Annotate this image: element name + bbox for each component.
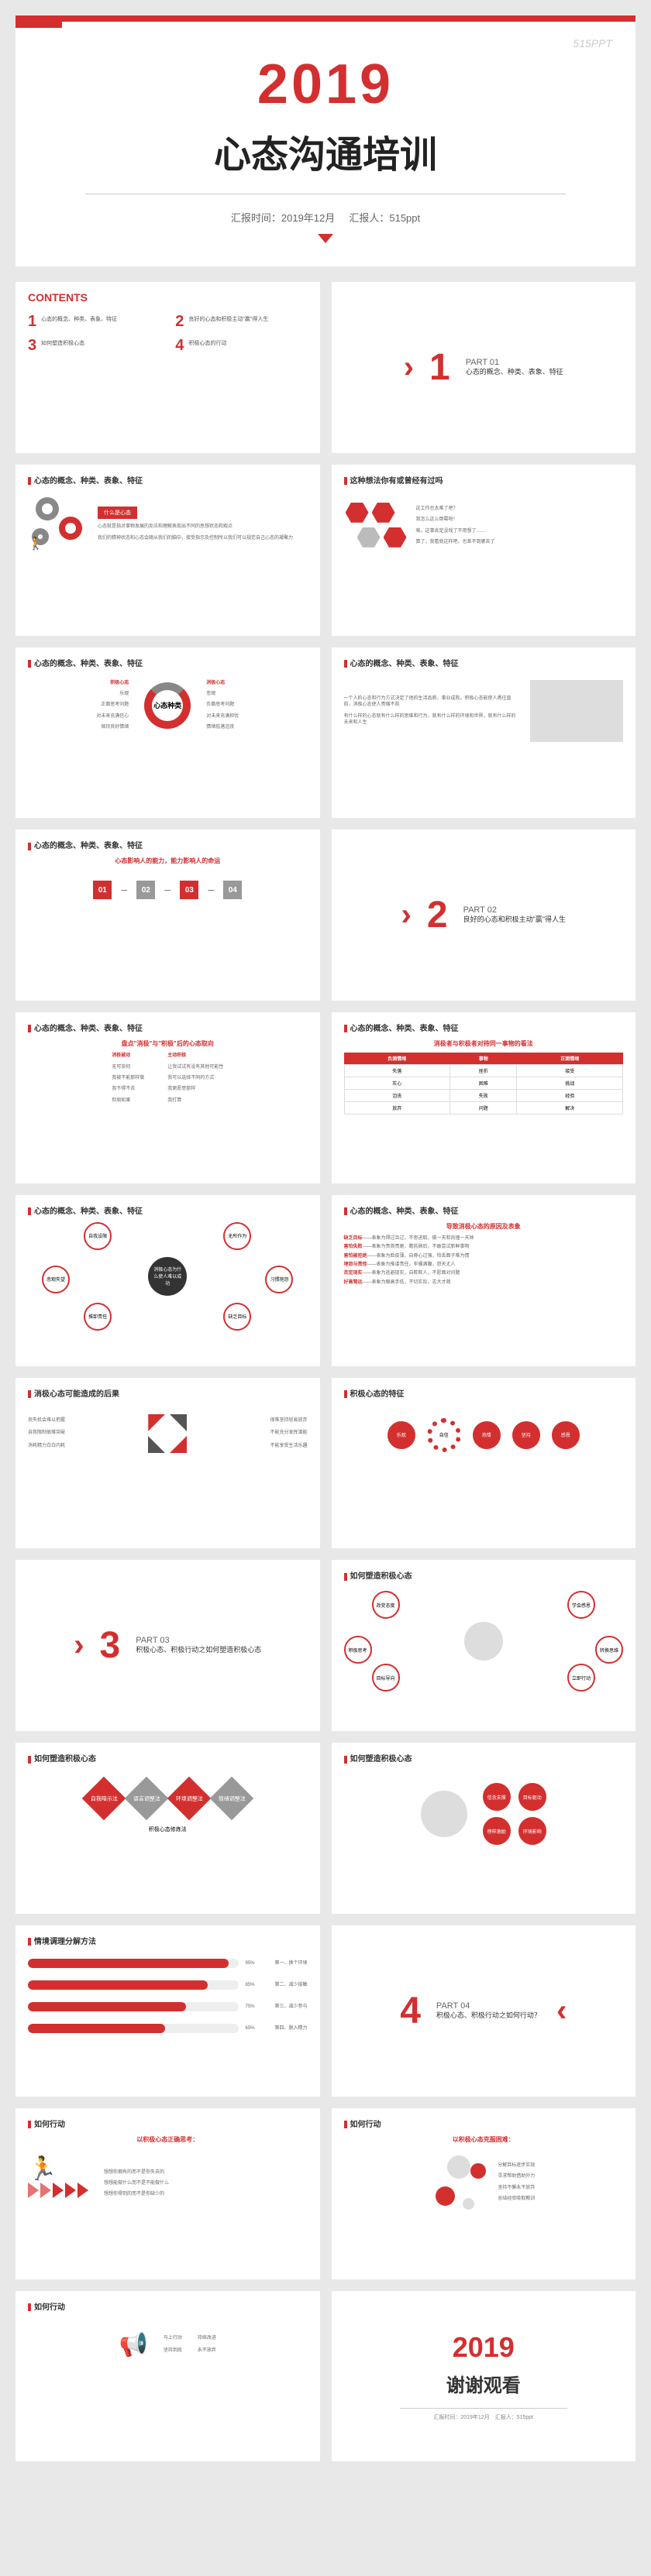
bubble-cluster — [432, 2155, 486, 2210]
slide-12: 心态的概念、种类、表象、特征 导致消极心态的原因及表象 缺乏目标——表象为得过且… — [332, 1195, 636, 1366]
part-02-slide: › 2 PART 02 良好的心态和积极主动"赢"得人生 — [332, 829, 636, 1001]
slide-3: 心态的概念、种类、表象、特征 🚶 什么是心态 心态就是指对事物发展的反应和理解表… — [16, 465, 320, 636]
hex-cluster — [344, 501, 408, 551]
part-04-slide: 4 PART 04 积极心态、积极行动之如何行动？ ‹ — [332, 1925, 636, 2097]
cover-meta: 汇报时间：2019年12月 汇报人：515ppt — [39, 210, 612, 225]
diamond-node: 环境调整法 — [167, 1777, 211, 1821]
chevron-icon: ‹ — [556, 1994, 567, 2028]
photo-circle — [421, 1791, 467, 1837]
thanks-slide: 2019 谢谢观看 汇报时间：2019年12月 汇报人：515ppt — [332, 2291, 636, 2462]
part-03-slide: › 3 PART 03 积极心态、积极行动之如何塑造积极心态 — [16, 1560, 320, 1731]
chevron-icon: › — [401, 898, 412, 933]
slide-4: 这种想法你有或曾经有过吗 这工作也太难了吧？ 我怎么这么倒霉呀！ 唉，这事肯定没… — [332, 465, 636, 636]
content-item-3: 3如何塑造积极心态 — [28, 337, 160, 355]
megaphone-icon: 📢 — [119, 2331, 148, 2358]
slide-21: 如何行动 以积极心态正确思考： 🏃 想想你拥有的而不是你失去的 想想能做什么而不… — [16, 2108, 320, 2279]
diamond-node: 语言调整法 — [124, 1777, 168, 1821]
radial-diagram: 改变态度 学会感恩 积极思考 转换思维 目标导向 立即行动 — [344, 1587, 624, 1695]
slide-18: 如何塑造积极心态 信念支撑 目标驱动 榜样激励 环境影响 — [332, 1743, 636, 1914]
arrow-chain — [28, 2183, 88, 2198]
runner-icon: 🏃 — [28, 2156, 57, 2182]
diamond-node: 自我暗示法 — [81, 1777, 126, 1821]
contents-heading: CONTENTS — [28, 291, 308, 304]
slide-13: 消极心态可能造成的后果 丧失机会难以把握 自我限制很难突破 消耗精力白白内耗 很… — [16, 1378, 320, 1549]
watermark: 515PPT — [573, 37, 612, 50]
badge: 什么是心态 — [98, 507, 137, 519]
triangle-icon — [318, 234, 333, 243]
content-item-1: 1心态的概念、种类、表象、特征 — [28, 313, 160, 331]
pinwheel-icon — [148, 1414, 187, 1453]
comparison-table: 负面情绪事物正面情绪 失落挫折接受 灰心困难挑战 沮丧失败经验 放弃问题解决 — [344, 1053, 624, 1115]
cover-title: 心态沟通培训 — [39, 124, 612, 178]
cover-slide: 515PPT 2019 心态沟通培训 汇报时间：2019年12月 汇报人：515… — [16, 15, 636, 266]
contents-slide: CONTENTS 1心态的概念、种类、表象、特征 2良好的心态和积极主动"赢"得… — [16, 282, 320, 453]
slide-19: 情境调理分解方法 95%第一、换个环境 85%第二、减少接触 75%第三、减少参… — [16, 1925, 320, 2097]
cover-year: 2019 — [39, 53, 612, 116]
diamond-node: 情绪调整法 — [209, 1777, 253, 1821]
slide-16: 如何塑造积极心态 改变态度 学会感恩 积极思考 转换思维 目标导向 立即行动 — [332, 1560, 636, 1731]
slide-17: 如何塑造积极心态 自我暗示法 语言调整法 环境调整法 情绪调整法 积极心态修炼法 — [16, 1743, 320, 1914]
photo-placeholder — [530, 680, 623, 742]
content-item-4: 4积极心态的行动 — [175, 337, 307, 355]
mindmap: 消极心态为什么使人难以成功 自我设限 无所作为 悲观失望 习惯抱怨 推卸责任 缺… — [28, 1222, 308, 1331]
slide-6: 心态的概念、种类、表象、特征 一个人的心态和行为方式决定了他的生活品质，事业成败… — [332, 647, 636, 819]
gear-outline-icon: 自信 — [427, 1418, 461, 1452]
content-item-2: 2良好的心态和积极主动"赢"得人生 — [175, 313, 307, 331]
chevron-icon: › — [74, 1628, 84, 1663]
person-icon: 🚶 — [28, 536, 43, 551]
slide-10: 心态的概念、种类、表象、特征 消极者与积极者对待同一事物的看法 负面情绪事物正面… — [332, 1012, 636, 1183]
slide-14: 积极心态的特征 乐观 自信 热情 坚持 感恩 — [332, 1378, 636, 1549]
slide-7: 心态的概念、种类、表象、特征 心态影响人的能力，能力影响人的命运 01— 02—… — [16, 829, 320, 1001]
circle-arrow-icon: 心态种类 — [144, 682, 191, 729]
gears-graphic: 🚶 — [28, 497, 90, 551]
slide-11: 心态的概念、种类、表象、特征 消极心态为什么使人难以成功 自我设限 无所作为 悲… — [16, 1195, 320, 1366]
slide-5: 心态的概念、种类、表象、特征 积极心态 乐观 正面思考问题 对未来充满信心 保持… — [16, 647, 320, 819]
slide-9: 心态的概念、种类、表象、特征 盘点"消极"与"积极"后的心态取向 消极被动 无可… — [16, 1012, 320, 1183]
chevron-icon: › — [404, 350, 414, 385]
part-01-slide: › 1 PART 01 心态的概念、种类、表象、特征 — [332, 282, 636, 453]
slide-22: 如何行动 以积极心态克服困难： 分解目标逐步实现 寻求帮助借助外力 坚持不懈永不… — [332, 2108, 636, 2279]
slide-23: 如何行动 📢 马上行动 持续改进 坚持到底 永不放弃 — [16, 2291, 320, 2462]
